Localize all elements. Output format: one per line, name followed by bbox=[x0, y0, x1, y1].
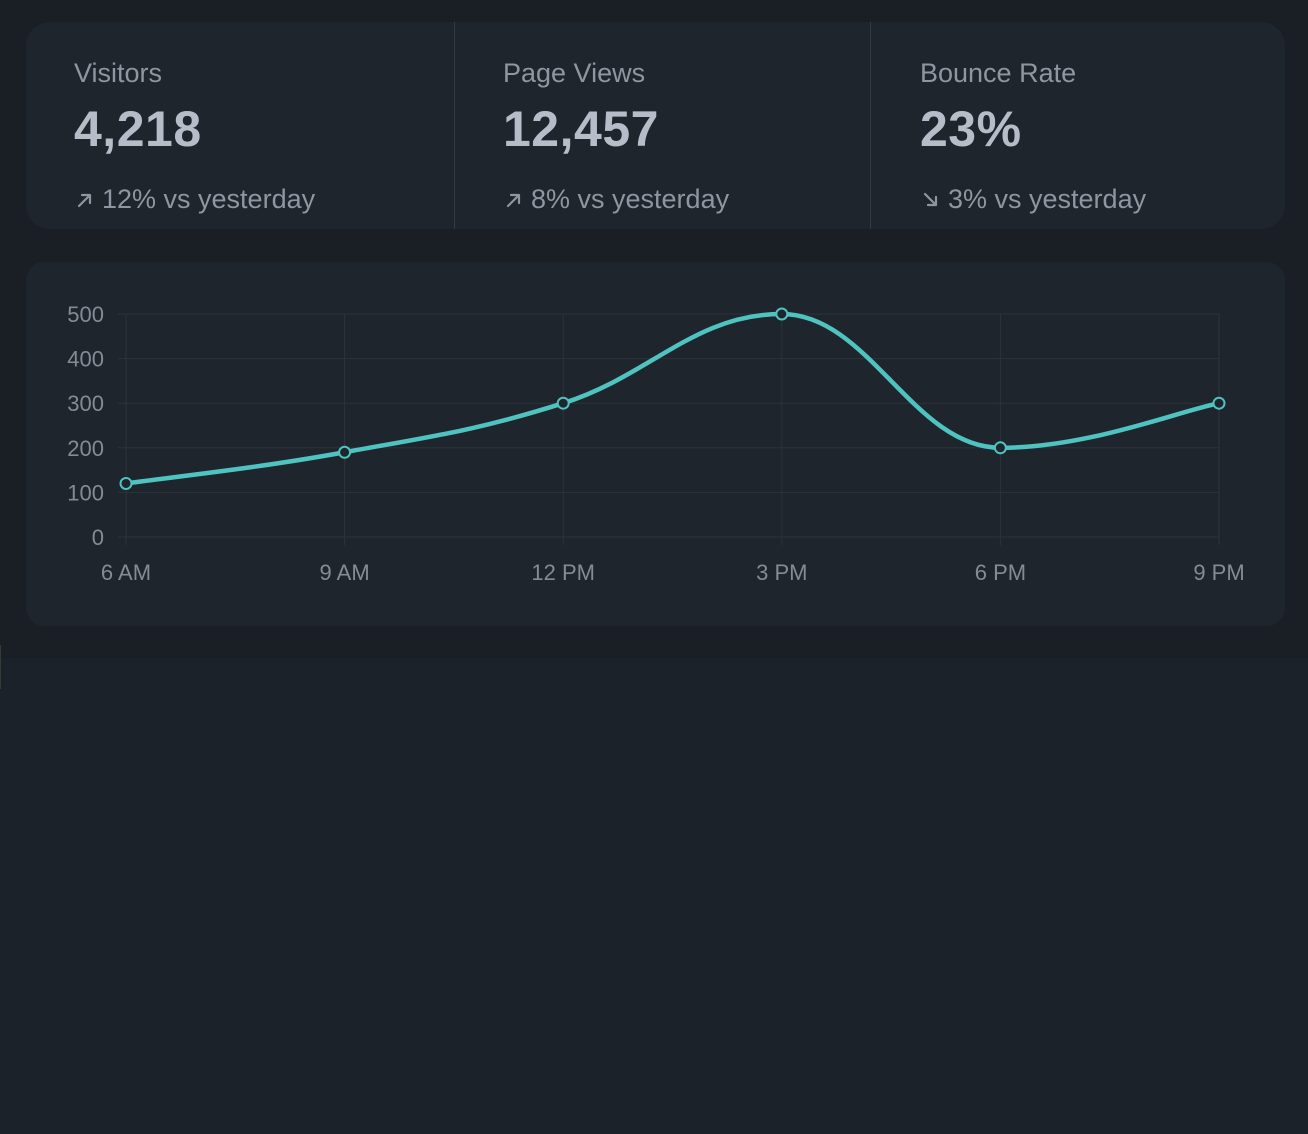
x-axis-ticks: 6 AM 9 AM 12 PM 3 PM 6 PM 9 PM bbox=[101, 560, 1245, 585]
stat-change: 8% vs yesterday bbox=[503, 184, 729, 215]
stat-value: 23% bbox=[920, 101, 1022, 157]
y-tick-label: 500 bbox=[67, 302, 104, 327]
x-tick-label: 6 PM bbox=[975, 560, 1026, 585]
y-tick-label: 100 bbox=[67, 480, 104, 505]
chart-card: 0 100 200 300 400 500 6 AM 9 AM 12 PM 3 PM 6 PM 9 … bbox=[26, 262, 1285, 626]
series-points bbox=[119, 307, 1226, 490]
stat-change-text: 8% vs yesterday bbox=[531, 184, 730, 214]
data-point bbox=[775, 307, 789, 321]
stat-change: 3% vs yesterday bbox=[920, 184, 1146, 215]
line-chart: 0 100 200 300 400 500 6 AM 9 AM 12 PM 3 PM 6 PM 9 … bbox=[67, 302, 1245, 585]
y-tick-label: 200 bbox=[67, 436, 104, 461]
arrow-up-right-icon bbox=[77, 193, 92, 207]
stat-label: Bounce Rate bbox=[920, 58, 1077, 88]
x-tick-label: 3 PM bbox=[756, 560, 807, 585]
y-axis-ticks: 0 100 200 300 400 500 bbox=[67, 302, 104, 550]
stat-bounce-rate: Bounce Rate 23% 3% vs yesterday bbox=[870, 22, 1285, 229]
y-tick-label: 0 bbox=[92, 525, 104, 550]
x-tick-label: 9 AM bbox=[320, 560, 370, 585]
stat-visitors: Visitors 4,218 12% vs yesterday bbox=[26, 22, 454, 229]
stat-label: Page Views bbox=[503, 58, 646, 88]
stat-label: Visitors bbox=[74, 58, 163, 88]
stat-value: 4,218 bbox=[74, 101, 202, 157]
x-tick-label: 6 AM bbox=[101, 560, 151, 585]
series-line-visitors bbox=[123, 311, 1222, 486]
stat-change: 12% vs yesterday bbox=[74, 184, 315, 215]
arrow-up-right-icon bbox=[506, 193, 521, 207]
x-tick-label: 12 PM bbox=[531, 560, 595, 585]
stat-change-text: 3% vs yesterday bbox=[948, 184, 1147, 214]
y-tick-label: 300 bbox=[67, 391, 104, 416]
arrow-down-right-icon bbox=[923, 192, 938, 206]
chart-grid bbox=[118, 313, 1220, 545]
data-point bbox=[119, 476, 133, 490]
stat-value: 12,457 bbox=[503, 101, 659, 157]
data-point bbox=[1212, 396, 1226, 410]
edge-divider bbox=[0, 645, 1, 689]
x-tick-label: 9 PM bbox=[1193, 560, 1244, 585]
stat-page-views: Page Views 12,457 8% vs yesterday bbox=[454, 22, 870, 229]
y-tick-label: 400 bbox=[67, 347, 104, 372]
data-point bbox=[338, 445, 352, 459]
stats-card: Visitors 4,218 12% vs yesterday Page Vie… bbox=[26, 22, 1285, 229]
data-point bbox=[556, 396, 570, 410]
data-point bbox=[993, 441, 1007, 455]
stat-change-text: 12% vs yesterday bbox=[102, 184, 316, 214]
